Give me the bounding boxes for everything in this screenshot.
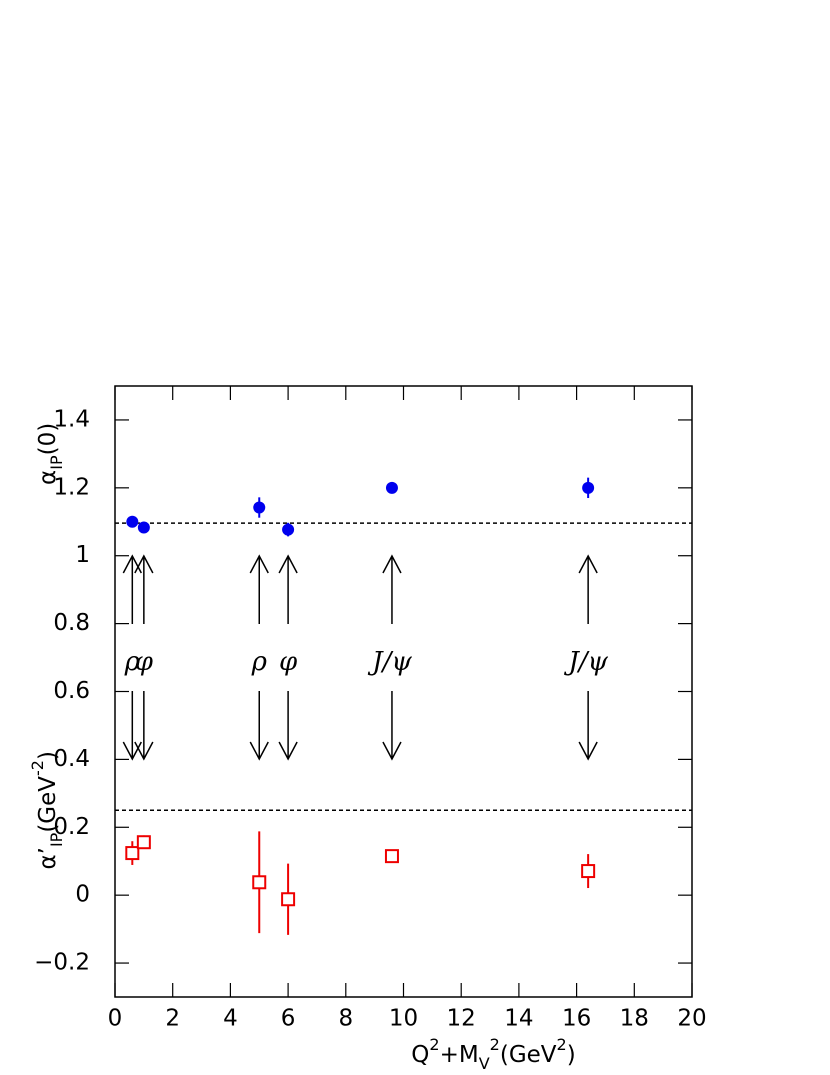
arrow-up — [278, 554, 298, 624]
arrow-down — [134, 691, 154, 761]
arrow-up — [249, 554, 269, 624]
x-axis-label-part: ) — [567, 1042, 576, 1068]
x-tick-label: 12 — [447, 1006, 476, 1032]
data-point — [385, 481, 398, 494]
annotation: J/ψ — [367, 647, 412, 677]
data-point — [581, 864, 596, 879]
y-tick-label: −0.2 — [34, 950, 90, 976]
plot-frame — [114, 385, 693, 998]
x-axis-label: Q2+MV2(GeV2) — [411, 1035, 575, 1073]
x-tick-label: 20 — [677, 1006, 706, 1032]
x-tick-label: 10 — [389, 1006, 418, 1032]
x-axis-label-part: +M — [440, 1042, 479, 1068]
y-axis-label-bottom-part: -2 — [28, 760, 47, 776]
data-point — [384, 849, 399, 864]
x-tick-label: 16 — [562, 1006, 591, 1032]
data-point — [126, 515, 139, 528]
x-axis-label-part: V — [479, 1054, 490, 1073]
y-axis-label-top-part: IP — [47, 455, 66, 470]
y-axis-label-bottom-part: ) — [35, 751, 61, 760]
data-point — [252, 875, 267, 890]
y-axis-label-bottom: α’IP(GeV-2) — [28, 751, 66, 869]
arrow-up — [134, 554, 154, 624]
x-tick-label: 18 — [620, 1006, 649, 1032]
data-point — [253, 501, 266, 514]
data-point — [136, 835, 151, 850]
annotation: J/ψ — [563, 647, 608, 677]
x-tick-label: 14 — [504, 1006, 533, 1032]
y-axis-label-bottom-part: α’ — [35, 847, 61, 869]
x-tick-label: 6 — [281, 1006, 296, 1032]
y-tick-label: 0.8 — [53, 610, 90, 636]
y-axis-label-top-part: α — [35, 470, 61, 485]
data-point — [281, 892, 296, 907]
arrow-down — [578, 691, 598, 761]
x-axis-label-part: 2 — [490, 1035, 500, 1054]
y-axis-label-bottom-part: (GeV — [35, 776, 61, 833]
arrow-down — [249, 691, 269, 761]
arrow-down — [278, 691, 298, 761]
arrow-down — [382, 691, 402, 761]
y-tick-label: 0.6 — [53, 678, 90, 704]
y-tick-label: 0 — [75, 882, 90, 908]
x-axis-label-part: 2 — [557, 1035, 567, 1054]
arrow-up — [382, 554, 402, 624]
arrow-up — [578, 554, 598, 624]
x-tick-label: 4 — [223, 1006, 238, 1032]
y-axis-label-bottom-part: IP — [47, 832, 66, 847]
data-point — [282, 523, 295, 536]
y-tick-label: 0.4 — [53, 746, 90, 772]
x-axis-label-part: 2 — [429, 1035, 439, 1054]
y-tick-label: 1.2 — [53, 474, 90, 500]
y-axis-label-top: αIP(0) — [35, 423, 67, 485]
annotation: φ — [279, 647, 298, 677]
annotation: φ — [135, 647, 154, 677]
x-axis-label-part: (GeV — [500, 1042, 557, 1068]
annotation: ρ — [124, 647, 141, 677]
x-axis-label-part: Q — [411, 1042, 429, 1068]
x-tick-label: 8 — [338, 1006, 353, 1032]
x-tick-label: 2 — [165, 1006, 180, 1032]
y-axis-label-top-part: (0) — [35, 423, 61, 456]
annotation: ρ — [251, 647, 268, 677]
y-tick-label: 1 — [75, 542, 90, 568]
data-point — [582, 481, 595, 494]
x-tick-label: 0 — [108, 1006, 123, 1032]
data-point — [125, 846, 140, 861]
data-point — [137, 521, 150, 534]
y-tick-label: 1.4 — [53, 406, 90, 432]
y-tick-label: 0.2 — [53, 814, 90, 840]
